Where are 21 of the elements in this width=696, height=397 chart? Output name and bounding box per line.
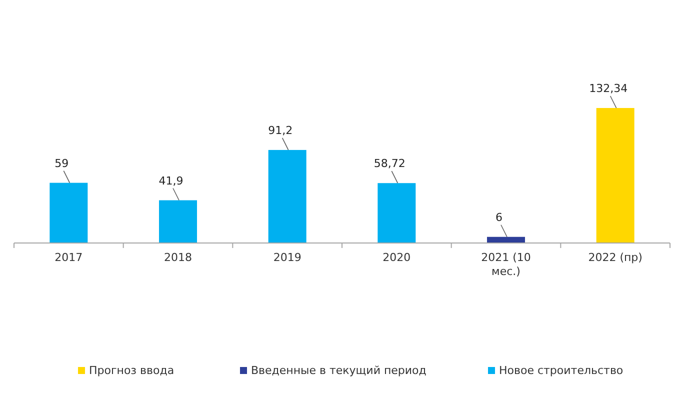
data-label: 58,72 — [374, 157, 406, 170]
data-label: 132,34 — [589, 82, 628, 95]
x-tick-label: 2018 — [164, 251, 192, 264]
legend-label: Введенные в текущий период — [251, 364, 427, 377]
bar — [50, 182, 88, 243]
x-tick-label: 2022 (пр) — [588, 251, 642, 264]
bar — [378, 183, 416, 243]
bar — [596, 108, 634, 243]
x-tick-label: 2017 — [54, 251, 83, 264]
bar — [159, 200, 197, 243]
data-label: 59 — [54, 156, 69, 170]
legend-label: Прогноз ввода — [89, 364, 174, 377]
bar — [487, 236, 525, 243]
x-tick-label: 2020 — [382, 251, 411, 264]
data-label: 6 — [496, 210, 502, 224]
data-label: 91,2 — [268, 124, 293, 137]
x-tick-label: 2019 — [273, 251, 302, 264]
data-label: 41,9 — [158, 174, 184, 188]
bar — [268, 150, 306, 243]
x-tick-label: 2021 (10 мес.) — [481, 251, 531, 278]
legend-label: Новое строительство — [499, 364, 624, 377]
